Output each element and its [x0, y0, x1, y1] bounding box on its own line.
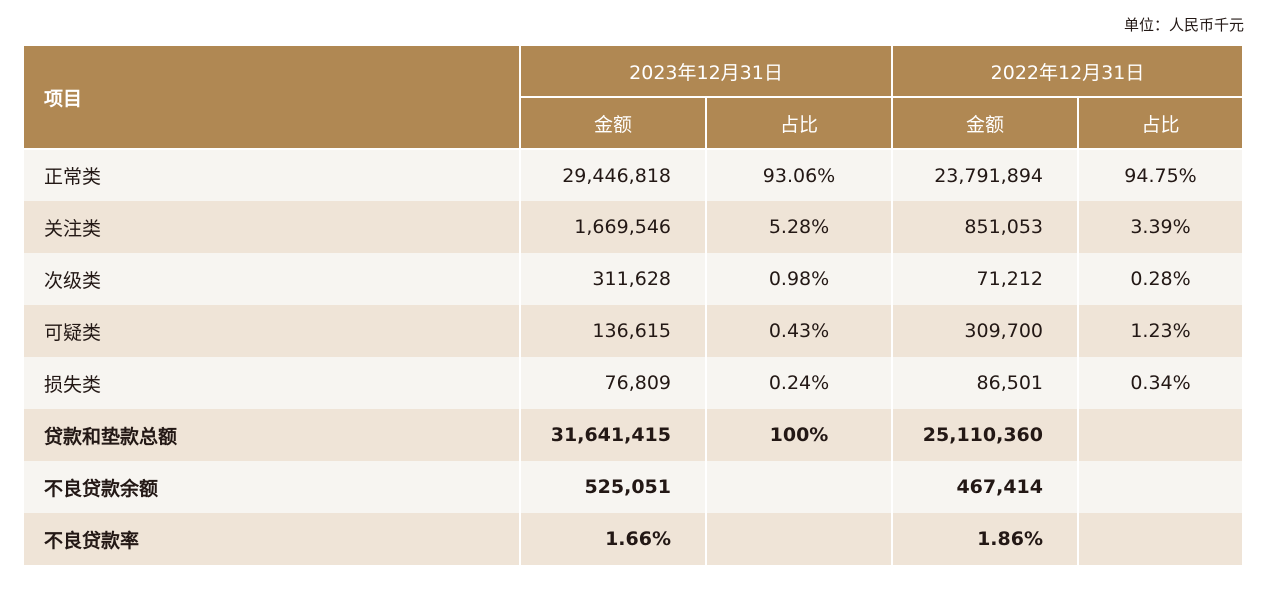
ratio-2022: 0.34% [1078, 357, 1242, 409]
amount-2022: 86,501 [892, 357, 1079, 409]
header-period-2022: 2022年12月31日 [891, 44, 1242, 98]
row-label: 关注类 [24, 201, 521, 253]
ratio-2023: 5.28% [706, 201, 893, 253]
row-label: 次级类 [24, 253, 521, 305]
ratio-2022 [1078, 461, 1242, 513]
amount-2023: 1,669,546 [520, 201, 707, 253]
row-label: 正常类 [24, 149, 521, 201]
amount-2022: 25,110,360 [892, 409, 1079, 461]
table-row: 可疑类 136,615 0.43% 309,700 1.23% [24, 305, 1242, 357]
header-row-sub: 金额 占比 金额 占比 [24, 96, 1242, 150]
amount-2023: 29,446,818 [520, 149, 707, 201]
ratio-2022 [1078, 513, 1242, 565]
ratio-2023: 100% [706, 409, 893, 461]
row-label: 不良贷款率 [24, 513, 521, 565]
amount-2022: 1.86% [892, 513, 1079, 565]
ratio-2022: 0.28% [1078, 253, 1242, 305]
header-amount-2023: 金额 [519, 96, 707, 150]
header-period-2023: 2023年12月31日 [519, 44, 893, 98]
table-row-npl-balance: 不良贷款余额 525,051 467,414 [24, 461, 1242, 513]
amount-2023: 76,809 [520, 357, 707, 409]
amount-2023: 136,615 [520, 305, 707, 357]
amount-2023: 31,641,415 [520, 409, 707, 461]
table-row-npl-ratio: 不良贷款率 1.66% 1.86% [24, 513, 1242, 565]
row-label: 损失类 [24, 357, 521, 409]
ratio-2022: 1.23% [1078, 305, 1242, 357]
unit-note: 单位：人民币千元 [1123, 16, 1244, 34]
amount-2022: 71,212 [892, 253, 1079, 305]
loan-classification-table: 项目 2023年12月31日 2022年12月31日 金额 占比 金额 占比 正… [24, 44, 1242, 565]
header-item: 项目 [24, 44, 521, 150]
ratio-2023 [706, 461, 893, 513]
header-ratio-2023: 占比 [705, 96, 893, 150]
row-label: 贷款和垫款总额 [24, 409, 521, 461]
ratio-2022 [1078, 409, 1242, 461]
ratio-2023: 93.06% [706, 149, 893, 201]
amount-2022: 309,700 [892, 305, 1079, 357]
ratio-2023: 0.98% [706, 253, 893, 305]
table-row: 次级类 311,628 0.98% 71,212 0.28% [24, 253, 1242, 305]
ratio-2022: 94.75% [1078, 149, 1242, 201]
row-label: 不良贷款余额 [24, 461, 521, 513]
header-ratio-2022: 占比 [1077, 96, 1242, 150]
table-row-total: 贷款和垫款总额 31,641,415 100% 25,110,360 [24, 409, 1242, 461]
row-label: 可疑类 [24, 305, 521, 357]
header-amount-2022: 金额 [891, 96, 1079, 150]
amount-2023: 525,051 [520, 461, 707, 513]
amount-2022: 467,414 [892, 461, 1079, 513]
ratio-2023: 0.24% [706, 357, 893, 409]
ratio-2022: 3.39% [1078, 201, 1242, 253]
amount-2023: 1.66% [520, 513, 707, 565]
amount-2022: 23,791,894 [892, 149, 1079, 201]
table-row: 正常类 29,446,818 93.06% 23,791,894 94.75% [24, 149, 1242, 201]
amount-2023: 311,628 [520, 253, 707, 305]
ratio-2023 [706, 513, 893, 565]
table-row: 关注类 1,669,546 5.28% 851,053 3.39% [24, 201, 1242, 253]
header-row-top: 项目 2023年12月31日 2022年12月31日 [24, 44, 1242, 150]
table-row: 损失类 76,809 0.24% 86,501 0.34% [24, 357, 1242, 409]
ratio-2023: 0.43% [706, 305, 893, 357]
amount-2022: 851,053 [892, 201, 1079, 253]
